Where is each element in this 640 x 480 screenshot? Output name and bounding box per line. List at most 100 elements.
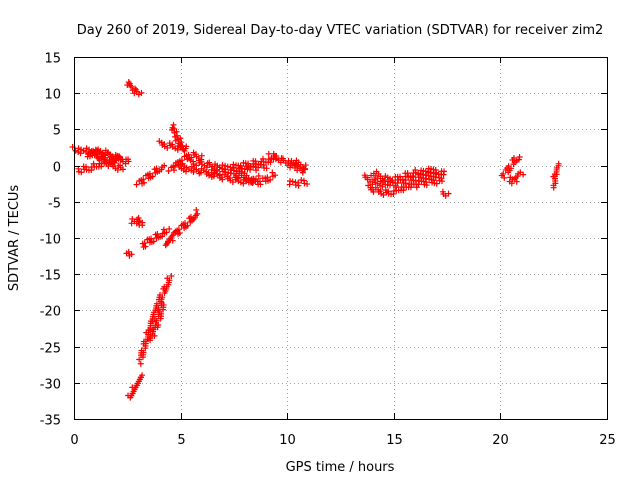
data-point (439, 188, 446, 195)
data-point (139, 222, 146, 229)
data-point (98, 163, 105, 170)
data-point (238, 165, 245, 172)
y-tick-label: -20 (40, 305, 61, 320)
data-point (165, 168, 172, 175)
data-point (146, 170, 153, 177)
data-point (150, 326, 157, 333)
series-segment-26 (439, 188, 452, 199)
data-point (298, 176, 305, 183)
data-point (226, 175, 233, 182)
data-point (289, 178, 296, 185)
data-point (229, 165, 236, 172)
data-point (194, 210, 201, 217)
data-point (300, 177, 307, 184)
data-point (88, 167, 95, 174)
data-point (227, 164, 234, 171)
data-point (400, 187, 407, 194)
data-point (78, 169, 85, 176)
data-point (161, 141, 168, 148)
data-point (184, 222, 191, 229)
data-point (169, 232, 176, 239)
data-point (187, 157, 194, 164)
data-point (555, 160, 562, 167)
data-point (192, 151, 199, 158)
series-segment-7 (123, 248, 135, 259)
data-point (169, 141, 176, 148)
y-tick-label: -5 (48, 197, 61, 212)
data-point (514, 173, 521, 180)
data-point (409, 173, 416, 180)
y-axis-label: SDTVAR / TECUs (7, 185, 22, 292)
data-point (137, 360, 144, 367)
series-segment-22 (285, 157, 309, 173)
data-point (116, 153, 123, 160)
data-point (151, 332, 158, 339)
data-point (419, 171, 426, 178)
data-point (154, 231, 161, 238)
data-point (193, 162, 200, 169)
data-point (255, 172, 262, 179)
data-point (292, 179, 299, 186)
data-point (392, 184, 399, 191)
x-tick-label: 25 (599, 433, 616, 448)
data-point (125, 156, 132, 163)
data-point (438, 175, 445, 182)
data-point (264, 174, 271, 181)
axis-ticks (74, 57, 608, 420)
data-point (155, 304, 162, 311)
x-tick-label: 5 (177, 433, 185, 448)
data-point (286, 181, 293, 188)
data-point (263, 165, 270, 172)
data-point (399, 176, 406, 183)
data-point (136, 356, 143, 363)
series-segment-24 (365, 174, 446, 198)
data-point (176, 229, 183, 236)
data-point (83, 163, 90, 170)
data-point (430, 177, 437, 184)
data-point (125, 79, 132, 86)
data-point (553, 164, 560, 171)
data-point (90, 160, 97, 167)
data-point (386, 182, 393, 189)
data-point (237, 162, 244, 169)
data-point (256, 178, 263, 185)
data-point (133, 382, 140, 389)
data-point (147, 335, 154, 342)
data-point (302, 162, 309, 169)
data-point (183, 143, 190, 150)
data-point (423, 179, 430, 186)
data-point (377, 188, 384, 195)
data-point (259, 155, 266, 162)
chart-title: Day 260 of 2019, Sidereal Day-to-day VTE… (77, 23, 604, 38)
data-point (397, 173, 404, 180)
data-point (520, 171, 527, 178)
data-point (133, 86, 140, 93)
data-point (175, 226, 182, 233)
series-segment-6 (128, 214, 146, 229)
data-point (178, 139, 185, 146)
data-point (364, 174, 371, 181)
data-point (128, 392, 135, 399)
data-point (257, 161, 264, 168)
data-point (191, 214, 198, 221)
x-tick-label: 0 (70, 433, 78, 448)
data-point (304, 181, 311, 188)
data-point (171, 167, 178, 174)
series-segment-8 (139, 225, 173, 251)
data-point (267, 159, 274, 166)
data-point (153, 165, 160, 172)
data-point (445, 190, 452, 197)
data-point (159, 294, 166, 301)
data-point (142, 243, 149, 250)
data-point (137, 374, 144, 381)
data-point (177, 135, 184, 142)
data-point (206, 159, 213, 166)
data-point (415, 181, 422, 188)
data-point (515, 156, 522, 163)
data-point (135, 214, 142, 221)
data-point (150, 309, 157, 316)
data-point (166, 225, 173, 232)
series-segment-11 (136, 273, 175, 367)
y-tick-label: -35 (40, 414, 61, 429)
